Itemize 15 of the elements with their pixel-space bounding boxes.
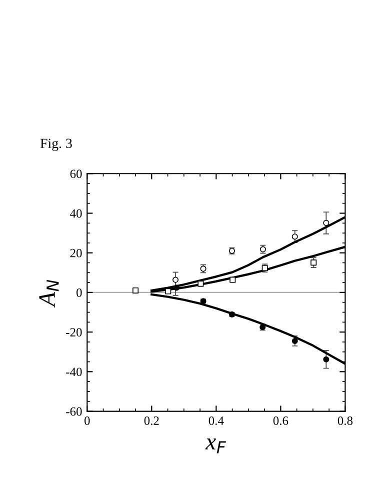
x-tick-label: 0 xyxy=(84,416,90,425)
y-tick-label: 20 xyxy=(70,248,82,258)
x-axis-title: x$_{F}$ xyxy=(205,438,226,454)
y-axis-title: A$_{N}$ xyxy=(39,280,59,308)
y-tick-label: 0 xyxy=(76,288,82,297)
y-tick-label: -20 xyxy=(66,328,82,337)
caption: Fig. 3 xyxy=(40,138,72,151)
y-tick-label: 60 xyxy=(70,170,82,178)
x-tick-label: 0.4 xyxy=(208,416,224,425)
y-tick-label: -40 xyxy=(66,368,82,376)
x-tick-label: 0.6 xyxy=(273,416,288,425)
x-tick-label: 0.8 xyxy=(338,416,353,425)
y-tick-label: 40 xyxy=(70,209,82,218)
x-tick-label: 0.2 xyxy=(144,416,159,425)
y-tick-label: -60 xyxy=(66,407,82,416)
